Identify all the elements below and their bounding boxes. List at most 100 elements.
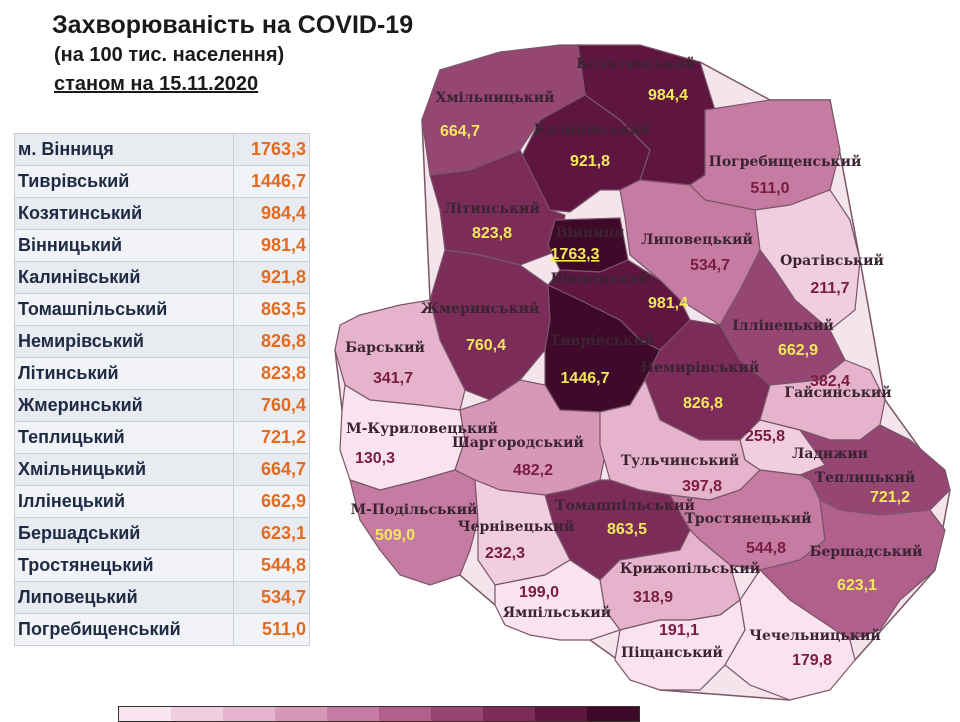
district-name-label: Хмільницький [435,89,554,106]
incidence-value: 511,0 [232,613,311,646]
district-value-label: 921,8 [570,153,610,170]
district-name-label: Тиврівський [550,332,654,349]
district-value-label: 662,9 [778,342,818,359]
district-value-label: 318,9 [633,589,673,606]
district-name-label: Калинівський [534,121,650,138]
district-name-label: Гайсинський [784,384,891,401]
table-row: Тростянецький 544,8 [14,549,311,582]
district-name-label: Тульчинський [621,452,740,469]
district-value-label: 130,3 [355,450,395,467]
table-row: Козятинський 984,4 [14,197,311,230]
district-value-label: 511,0 [750,180,789,197]
title-block: Захворюваність на COVID-19 (на 100 тис. … [52,10,413,98]
table-row: Бершадський 623,1 [14,517,311,550]
table-row: Томашпільський 863,5 [14,293,311,326]
district-name-label: Піщанський [621,644,723,661]
district-name-label: Барський [345,339,425,356]
table-row: Хмільницький 664,7 [14,453,311,486]
district-name-label: Погребищенський [709,153,862,170]
legend-swatch [171,707,223,721]
district-value-label: 981,4 [648,295,688,312]
district-name-label: М-Куриловецький [346,420,498,437]
table-row: м. Вінниця 1763,3 [14,133,311,166]
district-name-label: Чернівецький [458,518,574,535]
district-value-label: 509,0 [375,527,415,544]
district-value-label: 397,8 [682,478,722,495]
district-name-label: Шаргородський [452,434,584,451]
district-name: Жмеринський [14,389,234,422]
incidence-value: 534,7 [232,581,311,614]
district-name-label: Липовецький [641,231,753,248]
legend-swatch [535,707,587,721]
district-mohyliv_podilskyi [349,469,479,586]
legend-swatch [587,707,639,721]
district-chechelnyk [724,569,856,701]
incidence-value: 984,4 [232,197,311,230]
district-name: Козятинський [14,197,234,230]
table-row: Вінницький 981,4 [14,229,311,262]
district-value-label: 823,8 [472,225,512,242]
incidence-value: 1446,7 [232,165,311,198]
district-name-label: Жмеринський [421,300,540,317]
district-value-label: 341,7 [373,370,413,387]
district-value-label: 984,4 [648,87,688,104]
district-name-label: Немирівський [641,359,759,376]
table-row: Іллінецький 662,9 [14,485,311,518]
district-value-label: 255,8 [745,428,785,445]
table-row: Літинський 823,8 [14,357,311,390]
district-name-label: Чечельницький [749,627,881,644]
district-name: Тростянецький [14,549,234,582]
district-name-label: Ладижин [792,446,868,462]
incidence-value: 1763,3 [232,133,311,166]
district-value-label: 382,4 [810,373,850,390]
district-name: Немирівський [14,325,234,358]
table-row: Жмеринський 760,4 [14,389,311,422]
incidence-value: 981,4 [232,229,311,262]
legend-swatch [379,707,431,721]
date-line: станом на 15.11.2020 [54,73,259,95]
district-bar [334,299,466,411]
page-subtitle: (на 100 тис. населення) [54,44,285,66]
district-value-label: 1763,3 [551,246,600,263]
district-name: Іллінецький [14,485,234,518]
district-value-label: 1446,7 [561,370,610,387]
district-name: м. Вінниця [14,133,234,166]
district-name-label: Оратівський [780,252,884,269]
district-kalynivka [519,94,651,213]
incidence-value: 823,8 [232,357,311,390]
district-name: Липовецький [14,581,234,614]
district-bershad [758,498,946,641]
legend-swatch [431,707,483,721]
table-row: Липовецький 534,7 [14,581,311,614]
legend-swatch [327,707,379,721]
district-name-label: Вінниця [556,225,625,241]
table-row: Немирівський 826,8 [14,325,311,358]
district-value-label: 664,7 [440,123,480,140]
incidence-value: 544,8 [232,549,311,582]
incidence-value: 863,5 [232,293,311,326]
district-name-label: Бершадський [809,543,922,560]
district-name: Літинський [14,357,234,390]
legend-swatch [483,707,535,721]
table-row: Тиврівський 1446,7 [14,165,311,198]
district-value-label: 179,8 [792,652,832,669]
district-value-label: 232,3 [485,545,525,562]
district-value-label: 863,5 [607,521,647,538]
page-title: Захворюваність на COVID-19 [52,11,414,39]
district-name: Теплицький [14,421,234,454]
district-name-label: Теплицький [815,469,916,486]
legend-swatch [275,707,327,721]
district-name-label: Іллінецький [732,317,834,334]
ranking-table: м. Вінниця 1763,3 Тиврівський 1446,7 Козятин… [14,133,311,646]
district-name-label: М-Подільський [351,501,478,518]
district-value-label: 544,8 [746,540,786,557]
district-name-label: Козятинський [576,55,696,72]
table-row: Теплицький 721,2 [14,421,311,454]
district-value-label: 191,1 [659,622,699,639]
district-name-label: Літинський [444,200,540,217]
district-value-label: 721,2 [870,489,910,506]
legend-swatch [119,707,171,721]
district-name-label: Крижопільський [620,560,760,577]
district-name-label: Томашпільський [555,497,695,514]
district-name: Вінницький [14,229,234,262]
